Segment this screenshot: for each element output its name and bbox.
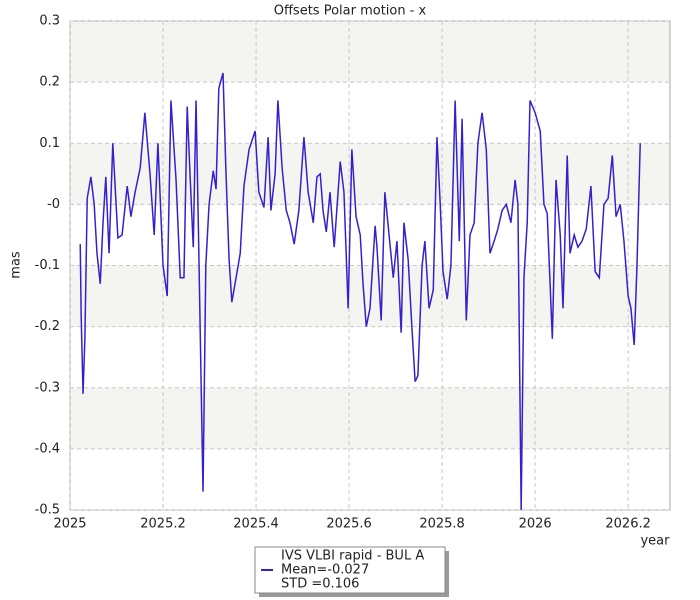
- y-tick-label: -0.4: [35, 441, 60, 456]
- y-axis-label: mas: [9, 251, 24, 279]
- x-tick-label: 2025.2: [140, 517, 186, 532]
- x-tick-label: 2025: [53, 517, 86, 532]
- y-tick-label: 0.2: [39, 75, 60, 90]
- data-line: [79, 72, 641, 511]
- y-tick-label: 0.1: [39, 136, 60, 151]
- y-tick-label: -0.5: [35, 503, 60, 518]
- chart-title: Offsets Polar motion - x: [274, 4, 427, 19]
- legend: IVS VLBI rapid - BUL A Mean=-0.027 STD =…: [254, 546, 449, 597]
- x-tick-label: 2026.2: [605, 517, 651, 532]
- y-tick-label: -0.3: [35, 380, 60, 395]
- x-axis-label: year: [640, 534, 670, 549]
- y-tick-label: -0.1: [35, 258, 60, 273]
- x-tick-label: 2025.8: [419, 517, 465, 532]
- y-tick-label: -0: [47, 197, 60, 212]
- legend-entry: IVS VLBI rapid - BUL A: [281, 549, 424, 564]
- legend-note: Mean=-0.027: [281, 563, 369, 578]
- legend-note: STD =0.106: [281, 577, 359, 592]
- legend-box: [254, 546, 446, 594]
- plot-band: [70, 265, 670, 327]
- x-tick-label: 2026: [519, 517, 552, 532]
- plot-band: [70, 387, 670, 449]
- plot-band: [70, 21, 670, 83]
- x-tick-label: 2025.6: [326, 517, 372, 532]
- y-tick-label: 0.3: [39, 14, 60, 29]
- x-tick-label: 2025.4: [233, 517, 279, 532]
- y-tick-label: -0.2: [35, 319, 60, 334]
